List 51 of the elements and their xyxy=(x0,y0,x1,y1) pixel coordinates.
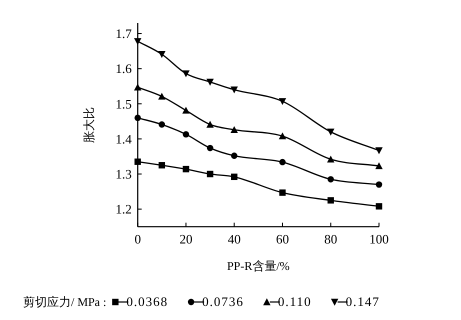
x-tick-label: 60 xyxy=(276,232,289,247)
legend-label: 0.0736 xyxy=(202,294,244,309)
point xyxy=(158,121,166,128)
legend-title: 剪切应力/ MPa : xyxy=(23,295,106,309)
point xyxy=(278,132,286,140)
point xyxy=(375,162,383,170)
point xyxy=(231,152,238,159)
y-axis-title: 胀大比 xyxy=(82,106,96,143)
point xyxy=(376,181,382,188)
point xyxy=(182,166,190,172)
y-tick-label: 1.7 xyxy=(115,26,132,42)
point xyxy=(134,158,141,165)
point xyxy=(206,78,214,86)
point xyxy=(158,162,166,168)
x-axis-title: PP-R含量/% xyxy=(227,259,290,273)
legend-label: 0.110 xyxy=(278,294,312,309)
point xyxy=(376,203,382,210)
legend-label: 0.0368 xyxy=(126,294,168,309)
point xyxy=(182,106,190,114)
point xyxy=(328,176,334,182)
point xyxy=(375,147,383,154)
point xyxy=(158,92,166,100)
x-tick-label: 40 xyxy=(228,232,241,247)
point xyxy=(206,120,214,128)
legend-label: 0.147 xyxy=(346,294,380,309)
x-tick-label: 20 xyxy=(179,232,192,247)
point xyxy=(231,174,238,180)
point xyxy=(182,70,190,78)
point xyxy=(327,156,334,162)
point xyxy=(328,197,334,204)
point xyxy=(134,84,142,90)
y-tick-label: 1.3 xyxy=(115,166,132,182)
x-tick-label: 0 xyxy=(134,232,141,247)
y-tick-label: 1.6 xyxy=(115,61,132,76)
y-tick-label: 1.5 xyxy=(115,96,132,112)
point xyxy=(230,86,238,94)
x-tick-label: 80 xyxy=(324,232,338,247)
point xyxy=(158,51,166,58)
point xyxy=(327,128,334,136)
x-tick-label: 100 xyxy=(369,232,389,247)
point xyxy=(206,170,214,178)
y-tick-label: 1.2 xyxy=(115,202,132,217)
point xyxy=(134,38,142,45)
y-tick-label: 1.4 xyxy=(115,131,132,146)
point xyxy=(279,158,286,166)
point xyxy=(230,126,238,133)
point xyxy=(206,144,214,152)
point xyxy=(134,114,141,122)
point xyxy=(182,131,190,138)
point xyxy=(279,189,286,196)
point xyxy=(278,98,286,106)
